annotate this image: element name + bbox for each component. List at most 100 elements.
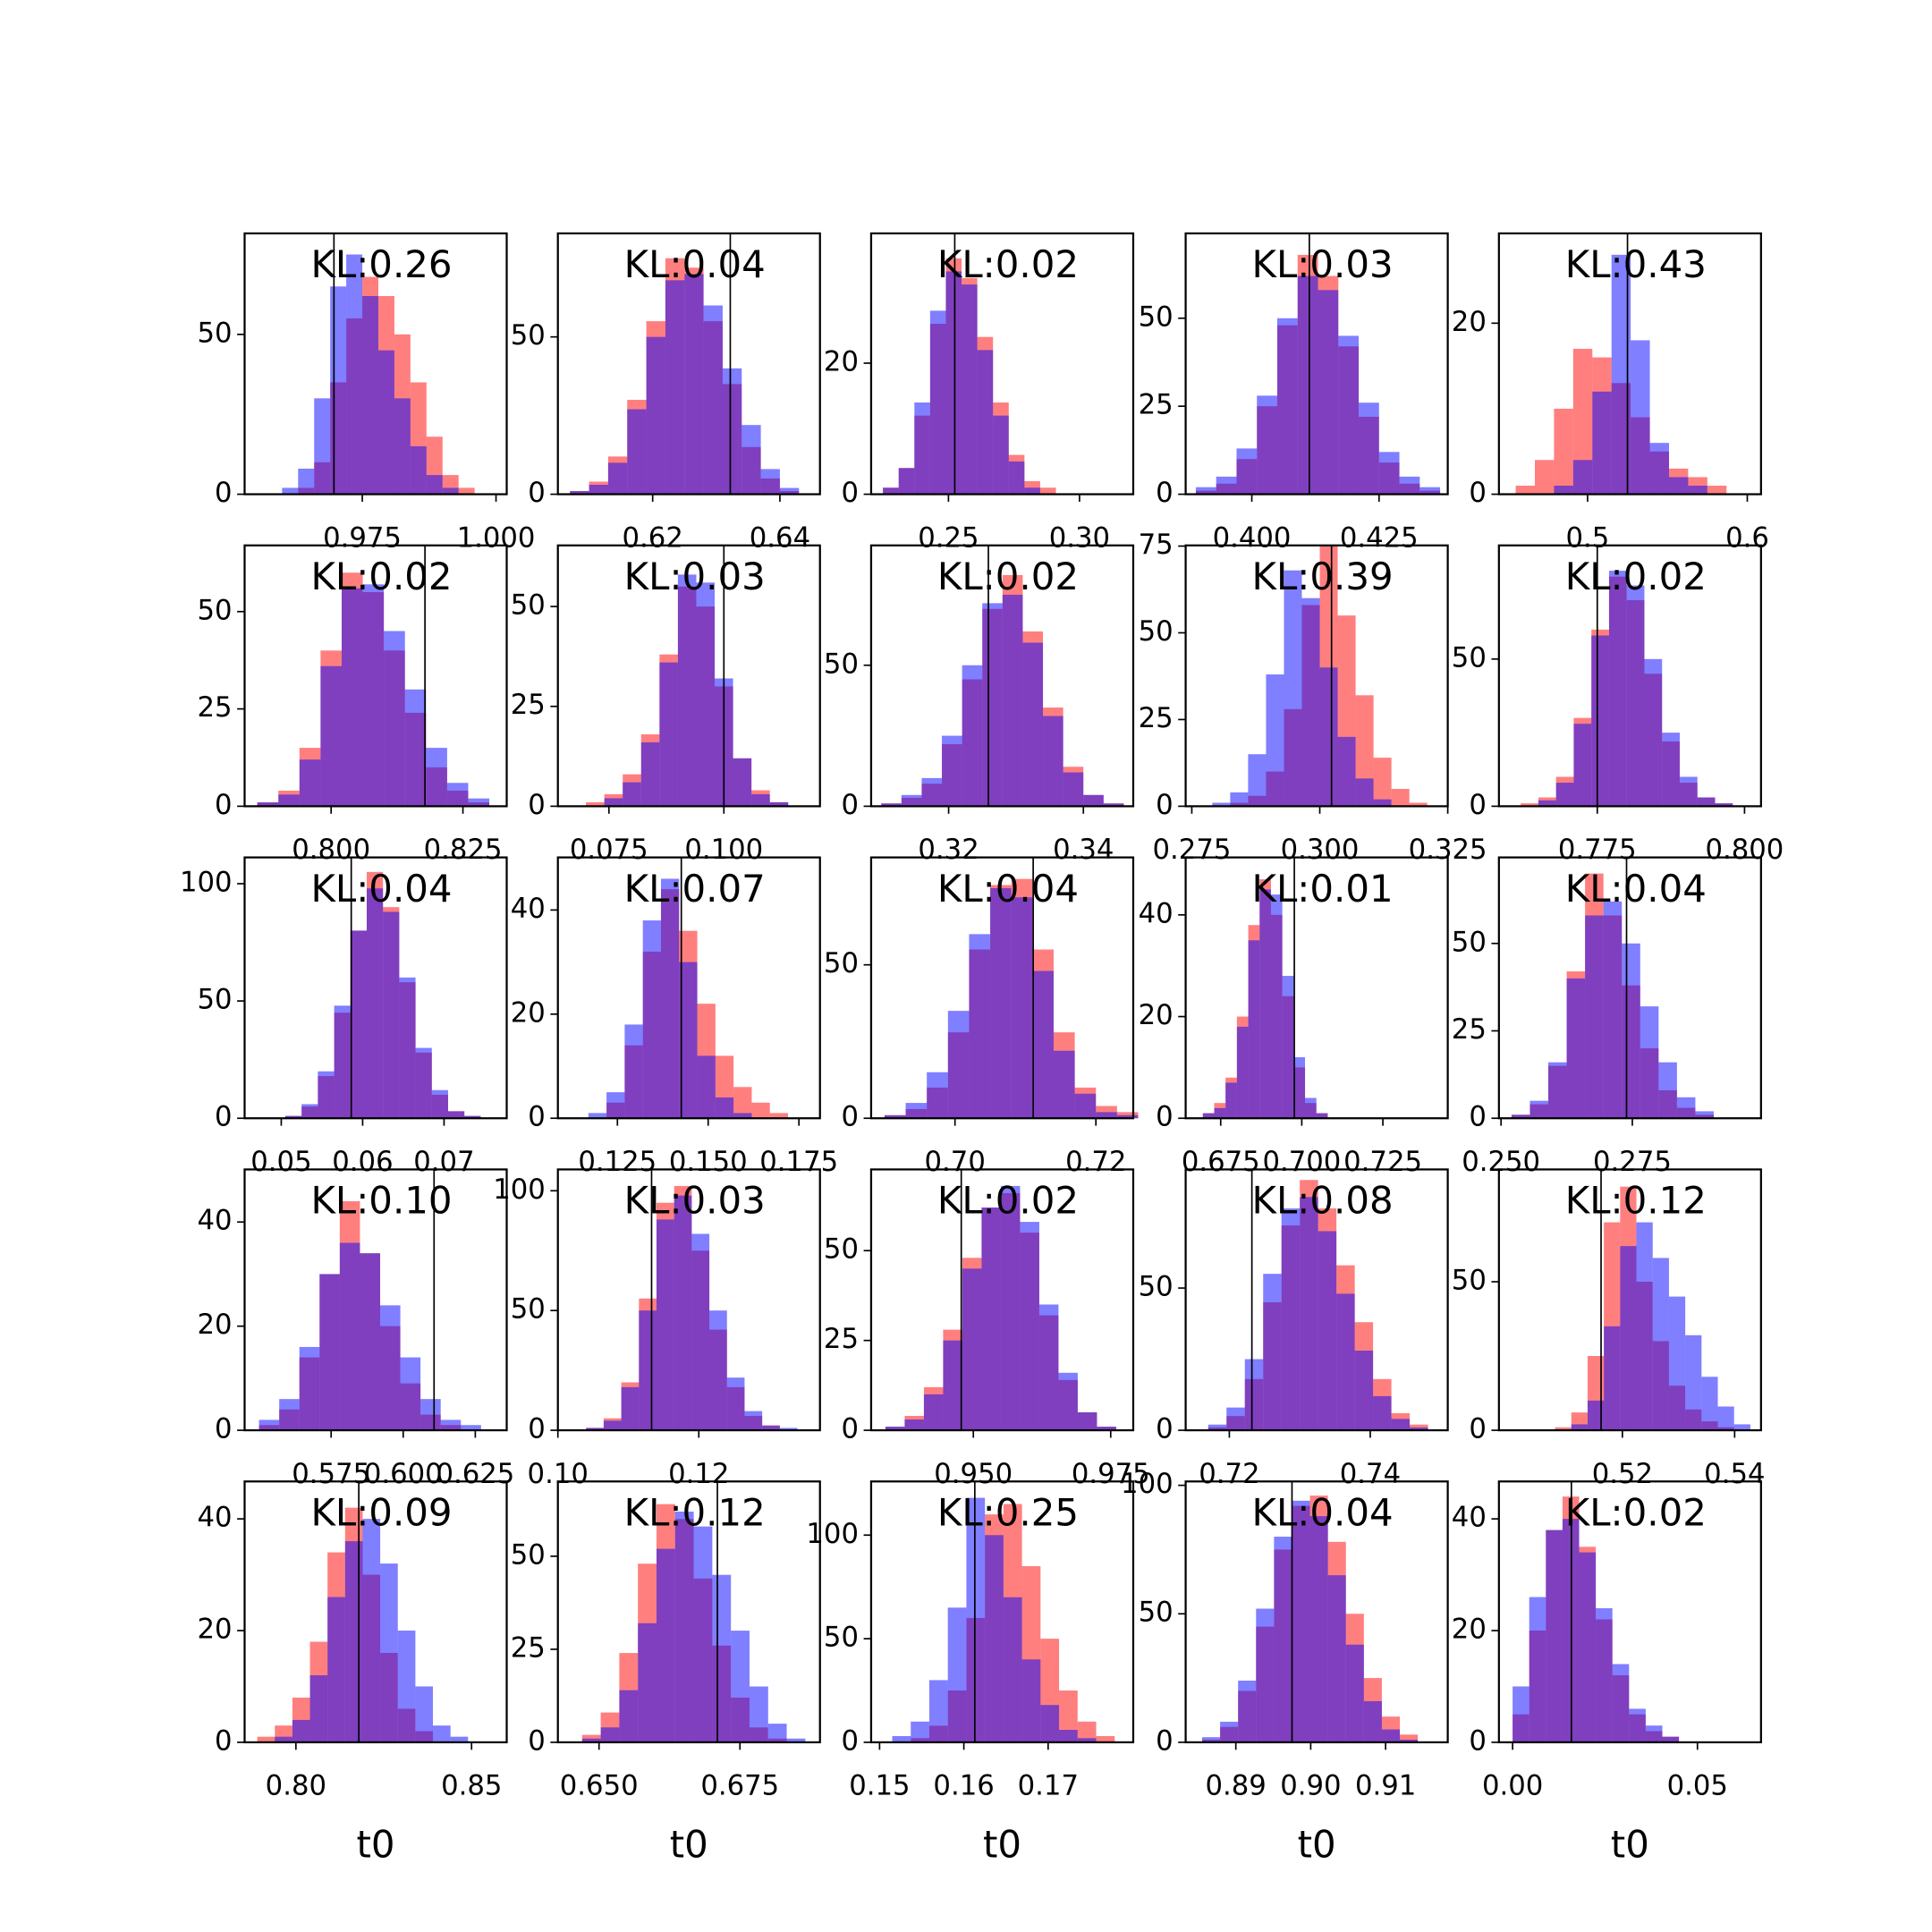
axes-frame [869, 544, 1135, 808]
y-tick-label: 0 [1156, 478, 1174, 509]
y-tick-label: 50 [1139, 1597, 1174, 1629]
histogram-bar [301, 1104, 318, 1119]
histogram-bar [1319, 667, 1338, 807]
histogram-bar [1373, 758, 1392, 807]
histogram-bar [1300, 1197, 1318, 1431]
histogram-bar [749, 1686, 768, 1742]
axes-frame [243, 856, 508, 1120]
histogram-bar [1077, 1738, 1097, 1742]
y-tick-label: 50 [1139, 1272, 1174, 1303]
histogram-bar [762, 1425, 780, 1431]
x-tick-label: 0.775 [1558, 835, 1637, 866]
histogram-bar [751, 1102, 770, 1119]
histogram-bar [442, 487, 459, 495]
histogram-bar [366, 888, 384, 1119]
subplot: 0.52 0.54 0 50 KL:0.12 [1452, 1168, 1766, 1490]
kl-annotation: KL:0.02 [937, 555, 1079, 598]
histogram-bar [712, 1574, 732, 1742]
histogram-bar [1274, 1537, 1292, 1742]
x-tick-label: 0.625 [436, 1459, 514, 1490]
subplot: 0.075 0.100 0 25 50 KL:0.03 [511, 544, 821, 866]
x-tick-label: 0.800 [1705, 835, 1784, 866]
histogram-bar [1573, 724, 1592, 807]
y-tick-label: 0 [1469, 1725, 1487, 1757]
histogram-bar [1521, 803, 1538, 807]
histogram-bar [942, 735, 962, 807]
histogram-bar [1579, 1552, 1597, 1742]
x-axis-label: t0 [983, 1823, 1021, 1867]
y-tick-label: 0 [1469, 478, 1487, 509]
y-tick-label: 50 [1452, 1265, 1487, 1296]
histogram-bar [1032, 970, 1054, 1119]
x-tick-label: 0.70 [925, 1147, 986, 1178]
x-tick-label: 0.05 [250, 1147, 311, 1178]
histogram-bar [962, 665, 983, 807]
x-tick-label: 0.17 [1018, 1771, 1079, 1802]
histogram-bar [1534, 460, 1555, 495]
y-tick-label: 20 [197, 1309, 232, 1341]
subplot: 0.125 0.150 0.175 0 20 40 KL:0.07 [511, 856, 838, 1178]
y-tick-label: 100 [1121, 1469, 1174, 1500]
histogram-bar [1572, 460, 1593, 495]
y-tick-label: 50 [197, 985, 232, 1016]
histogram-bar [1611, 254, 1631, 495]
histogram-bar [1202, 1737, 1221, 1742]
histogram-bar [1020, 1222, 1039, 1431]
histogram-bar [1530, 1100, 1549, 1119]
histogram-bar [674, 1511, 694, 1742]
histogram-bar [993, 415, 1009, 495]
histogram-bar [1230, 792, 1249, 807]
kl-annotation: KL:0.03 [1252, 242, 1394, 286]
histogram-bar [892, 1735, 911, 1742]
histogram-bar [1226, 1407, 1245, 1431]
histogram-bar [1391, 1419, 1411, 1431]
subplot: 0.80 0.85 0 20 40 KL:0.09 t0 [197, 1480, 508, 1867]
histogram-bar [945, 271, 962, 495]
histogram-bar [570, 491, 589, 495]
histogram-bar [1644, 658, 1663, 807]
histogram-bar [292, 1719, 310, 1742]
histogram-bar [1640, 1006, 1659, 1119]
kl-annotation: KL:0.02 [1565, 555, 1707, 598]
histogram-bar [898, 468, 915, 495]
histogram-bar [433, 1725, 451, 1742]
subplot: 0.15 0.16 0.17 0 50 100 KL:0.25 t0 [806, 1480, 1135, 1867]
histogram-bar [1292, 1500, 1310, 1742]
x-tick-label: 0.6 [1725, 522, 1769, 554]
histogram-bar [1538, 800, 1556, 807]
histogram-bar [1695, 1111, 1714, 1119]
histogram-bar [334, 1005, 351, 1119]
histogram-bar [981, 1208, 1001, 1431]
y-tick-label: 20 [1139, 1000, 1174, 1031]
histogram-bar [744, 1411, 763, 1431]
y-tick-label: 0 [841, 1102, 859, 1133]
x-tick-label: 0.5 [1566, 522, 1610, 554]
histogram-bar [1024, 487, 1040, 495]
x-tick-label: 0.600 [364, 1459, 443, 1490]
x-tick-label: 0.07 [413, 1147, 474, 1178]
histogram-bar [344, 1541, 363, 1742]
kl-annotation: KL:0.26 [310, 242, 452, 286]
histogram-bar [1676, 1097, 1696, 1119]
histogram-bar [927, 1072, 948, 1119]
histogram-bar [1363, 1700, 1382, 1742]
histogram-bar [1038, 1304, 1059, 1431]
histogram-bar [1208, 1424, 1227, 1431]
subplot: 0.32 0.34 0 50 KL:0.02 [824, 544, 1135, 866]
x-tick-label: 0.64 [750, 522, 810, 554]
histogram-bar [642, 920, 661, 1119]
x-axis-label: t0 [356, 1823, 394, 1867]
x-tick-label: 0.06 [332, 1147, 393, 1178]
subplot: 0.675 0.700 0.725 0 20 40 KL:0.01 [1139, 856, 1449, 1178]
y-tick-label: 0 [1156, 1102, 1174, 1133]
histogram-bar [1554, 408, 1573, 495]
histogram-bar [621, 1386, 640, 1431]
histogram-bar [1214, 1107, 1226, 1119]
histogram-bar [1236, 448, 1258, 495]
kl-annotation: KL:0.02 [937, 242, 1079, 286]
histogram-bar [1697, 797, 1716, 807]
histogram-bar [1096, 1735, 1115, 1742]
histogram-bar [929, 310, 946, 495]
histogram-bar [1270, 894, 1283, 1119]
